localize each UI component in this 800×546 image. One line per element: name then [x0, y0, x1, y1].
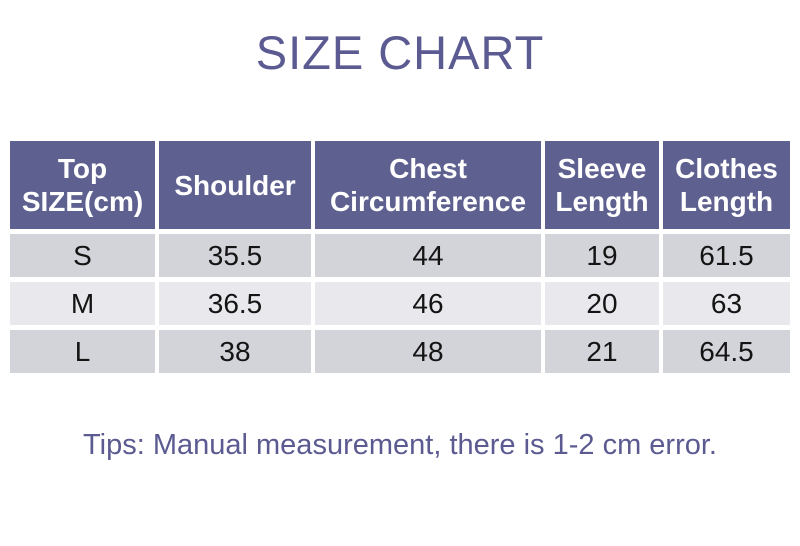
header-cell-sleeve-length: Sleeve Length [545, 141, 659, 230]
value-cell-m-chest: 46 [315, 282, 541, 326]
value-cell-m-sleeve: 20 [545, 282, 659, 326]
value-cell-m-shoulder: 36.5 [159, 282, 311, 326]
header-cell-top-size: Top SIZE(cm) [10, 141, 155, 230]
size-cell-l: L [10, 330, 155, 374]
page-title: SIZE CHART [255, 26, 545, 79]
value-cell-m-clothes: 63 [663, 282, 790, 326]
value-cell-s-chest: 44 [315, 234, 541, 278]
value-cell-l-chest: 48 [315, 330, 541, 374]
tips-text: Tips: Manual measurement, there is 1-2 c… [83, 429, 717, 462]
header-cell-chest-circumference: Chest Circumference [315, 141, 541, 230]
value-cell-s-shoulder: 35.5 [159, 234, 311, 278]
size-cell-m: M [10, 282, 155, 326]
value-cell-l-clothes: 64.5 [663, 330, 790, 374]
size-table: Top SIZE(cm) Shoulder Chest Circumferenc… [10, 141, 790, 374]
value-cell-l-sleeve: 21 [545, 330, 659, 374]
header-cell-clothes-length: Clothes Length [663, 141, 790, 230]
value-cell-l-shoulder: 38 [159, 330, 311, 374]
size-cell-s: S [10, 234, 155, 278]
value-cell-s-clothes: 61.5 [663, 234, 790, 278]
value-cell-s-sleeve: 19 [545, 234, 659, 278]
header-cell-shoulder: Shoulder [159, 141, 311, 230]
